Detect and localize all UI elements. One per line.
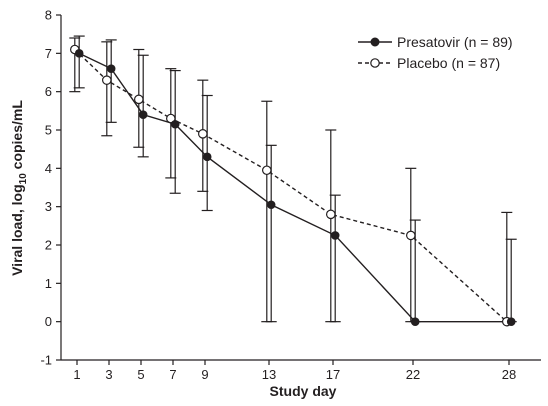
y-ticks: -1 0 1 2 3 4 5 6 7 8 — [40, 8, 61, 368]
y-tick-label: 1 — [45, 276, 52, 291]
x-tick-label: 1 — [73, 367, 80, 382]
y-axis-title: Viral load, log10 copies/mL — [9, 100, 29, 276]
data-point-presatovir — [74, 49, 84, 58]
y-tick-label: 3 — [45, 199, 52, 214]
data-point-placebo — [198, 129, 208, 139]
x-tick-label: 13 — [262, 367, 276, 382]
data-point-presatovir — [106, 64, 116, 73]
data-point-presatovir — [330, 231, 340, 240]
y-tick-label: 0 — [45, 314, 52, 329]
y-axis-title-unit: copies/mL — [9, 100, 25, 174]
data-point-presatovir — [266, 200, 276, 210]
y-tick-label: 8 — [45, 8, 52, 23]
data-point-placebo — [166, 113, 176, 124]
legend-marker-presatovir — [370, 37, 380, 47]
y-tick-label: 6 — [45, 84, 52, 99]
data-point-placebo — [134, 94, 144, 105]
data-point-presatovir — [506, 317, 516, 326]
data-point-presatovir — [170, 119, 180, 129]
data-point-presatovir — [202, 152, 212, 162]
legend-label-placebo: Placebo (n = 87) — [397, 55, 500, 71]
error-bar-placebo — [325, 129, 337, 323]
y-tick-label: 4 — [45, 161, 52, 176]
error-bar-placebo — [101, 41, 113, 137]
data-point-presatovir — [138, 110, 148, 119]
series-group — [69, 35, 517, 327]
x-ticks: 1 3 5 7 9 13 17 22 28 — [73, 360, 516, 382]
x-tick-label: 17 — [326, 367, 340, 382]
error-bar-placebo — [261, 100, 273, 323]
y-tick-label: -1 — [40, 353, 52, 368]
x-tick-label: 22 — [406, 367, 420, 382]
data-point-placebo — [405, 230, 416, 241]
y-axis-title-subscript: 10 — [18, 173, 29, 185]
data-point-placebo — [261, 165, 272, 176]
legend-item-placebo: Placebo (n = 87) — [358, 55, 500, 71]
legend-marker-placebo — [370, 58, 380, 68]
x-tick-label: 9 — [201, 367, 208, 382]
x-axis-title: Study day — [270, 383, 337, 399]
x-tick-label: 7 — [169, 367, 176, 382]
data-point-placebo — [102, 75, 112, 85]
x-tick-label: 28 — [502, 367, 516, 382]
series-line-placebo — [74, 48, 508, 323]
error-bar-presatovir — [73, 35, 85, 89]
y-tick-label: 5 — [45, 123, 52, 138]
y-tick-label: 2 — [45, 238, 52, 253]
x-tick-label: 3 — [105, 367, 112, 382]
y-axis-title-main: Viral load, log — [9, 184, 25, 276]
error-bar-presatovir — [169, 69, 181, 194]
data-point-presatovir — [410, 317, 420, 326]
y-tick-label: 7 — [45, 46, 52, 61]
legend: Presatovir (n = 89) Placebo (n = 87) — [358, 34, 513, 71]
series-line-presatovir — [78, 52, 512, 323]
error-bar-presatovir — [137, 54, 149, 158]
x-tick-label: 5 — [137, 367, 144, 382]
legend-item-presatovir: Presatovir (n = 89) — [358, 34, 513, 50]
legend-label-presatovir: Presatovir (n = 89) — [397, 34, 513, 50]
data-point-placebo — [325, 209, 336, 220]
